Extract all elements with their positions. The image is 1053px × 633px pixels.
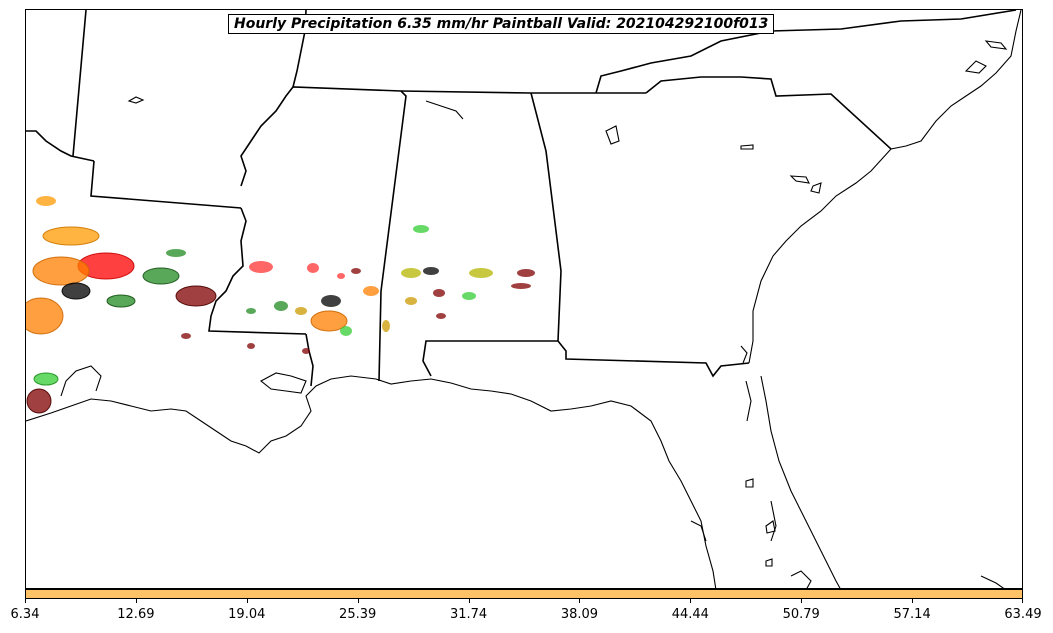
map-canvas	[26, 10, 1022, 588]
colorbar-tick	[25, 599, 26, 603]
colorbar-tick	[357, 599, 359, 603]
map-title: Hourly Precipitation 6.35 mm/hr Paintbal…	[228, 14, 775, 34]
coastline	[26, 10, 1022, 588]
colorbar-tick-label: 25.39	[339, 607, 377, 622]
colorbar-tick	[912, 599, 914, 603]
map-panel	[25, 9, 1023, 589]
colorbar-tick-label: 12.69	[117, 607, 155, 622]
colorbar-tick-label: 6.34	[10, 607, 40, 622]
colorbar-tick	[135, 599, 137, 603]
colorbar-tick-label: 19.04	[228, 607, 266, 622]
colorbar	[25, 589, 1023, 599]
precip-paintballs	[26, 196, 535, 414]
colorbar-tick	[468, 599, 470, 603]
state-borders	[26, 10, 1017, 387]
colorbar-tick	[579, 599, 581, 603]
colorbar-tick-label: 31.74	[449, 607, 488, 622]
colorbar-tick-label: 57.14	[893, 607, 931, 622]
colorbar-tick-label: 63.49	[1004, 607, 1042, 622]
colorbar-tick	[1022, 599, 1023, 603]
colorbar-tick	[801, 599, 803, 603]
colorbar-tick	[246, 599, 248, 603]
colorbar-tick-label: 44.44	[671, 607, 709, 622]
colorbar-tick-label: 38.09	[560, 607, 599, 622]
colorbar-tick	[690, 599, 692, 603]
colorbar-tick-label: 50.79	[782, 607, 820, 622]
